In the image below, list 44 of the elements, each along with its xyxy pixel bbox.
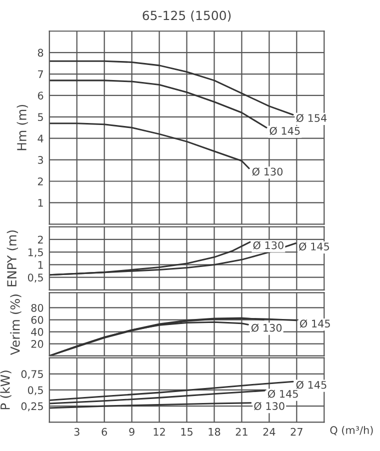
- y-tick-label: 80: [31, 304, 44, 312]
- x-tick-label: 6: [102, 428, 108, 436]
- y-tick-label: 2: [38, 236, 43, 244]
- y-tick-label: 5: [38, 113, 43, 122]
- y-tick-label: 0,5: [28, 386, 43, 396]
- y-tick-label: 1,5: [28, 248, 43, 258]
- x-tick-label: 3: [74, 428, 80, 436]
- x-tick-label: 27: [290, 428, 302, 436]
- y-tick-label: 1: [38, 199, 43, 207]
- y-tick-label: 6: [38, 92, 44, 100]
- y-tick-label: 8: [38, 48, 44, 57]
- series-label: Ø 130: [254, 402, 284, 410]
- series-label: Ø 154: [296, 114, 327, 122]
- x-tick-label: 15: [181, 428, 192, 436]
- y-tick-label: 1: [38, 261, 43, 269]
- y-tick-label: 3: [38, 156, 44, 164]
- y-tick-label: 0,25: [21, 402, 43, 412]
- x-tick-label: 18: [208, 428, 220, 436]
- y-tick-label: 4: [38, 134, 44, 142]
- series-label: Ø 145: [270, 126, 300, 136]
- series-label: Ø 130: [251, 324, 282, 332]
- y-tick-label: 20: [31, 340, 44, 348]
- series-label: Ø 130: [252, 167, 283, 176]
- x-tick-label: 24: [263, 428, 276, 436]
- series-label: Ø 145: [296, 380, 326, 390]
- y-tick-label: 0,5: [28, 274, 43, 283]
- x-tick-label: 9: [129, 428, 134, 436]
- series-label: Ø 145: [300, 319, 330, 328]
- y-axis-title: P (kW): [0, 370, 12, 410]
- series-label: Ø 130: [253, 241, 284, 250]
- y-axis-title: ENPY (m): [6, 230, 18, 286]
- chart-title: 65-125 (1500): [142, 10, 231, 22]
- x-tick-label: 21: [236, 428, 248, 436]
- y-tick-label: 7: [38, 70, 43, 78]
- x-axis-title: Q (m³/h): [330, 426, 373, 436]
- y-tick-label: 60: [31, 316, 44, 324]
- y-axis-title: Verim (%): [10, 294, 22, 356]
- y-axis-title: Hm (m): [16, 104, 28, 150]
- y-tick-label: 40: [31, 328, 44, 336]
- series-label: Ø 145: [299, 242, 330, 251]
- y-tick-label: 0,75: [21, 370, 43, 380]
- y-tick-label: 2: [38, 177, 43, 186]
- series-label: Ø 145: [268, 390, 298, 398]
- x-tick-label: 12: [154, 428, 165, 436]
